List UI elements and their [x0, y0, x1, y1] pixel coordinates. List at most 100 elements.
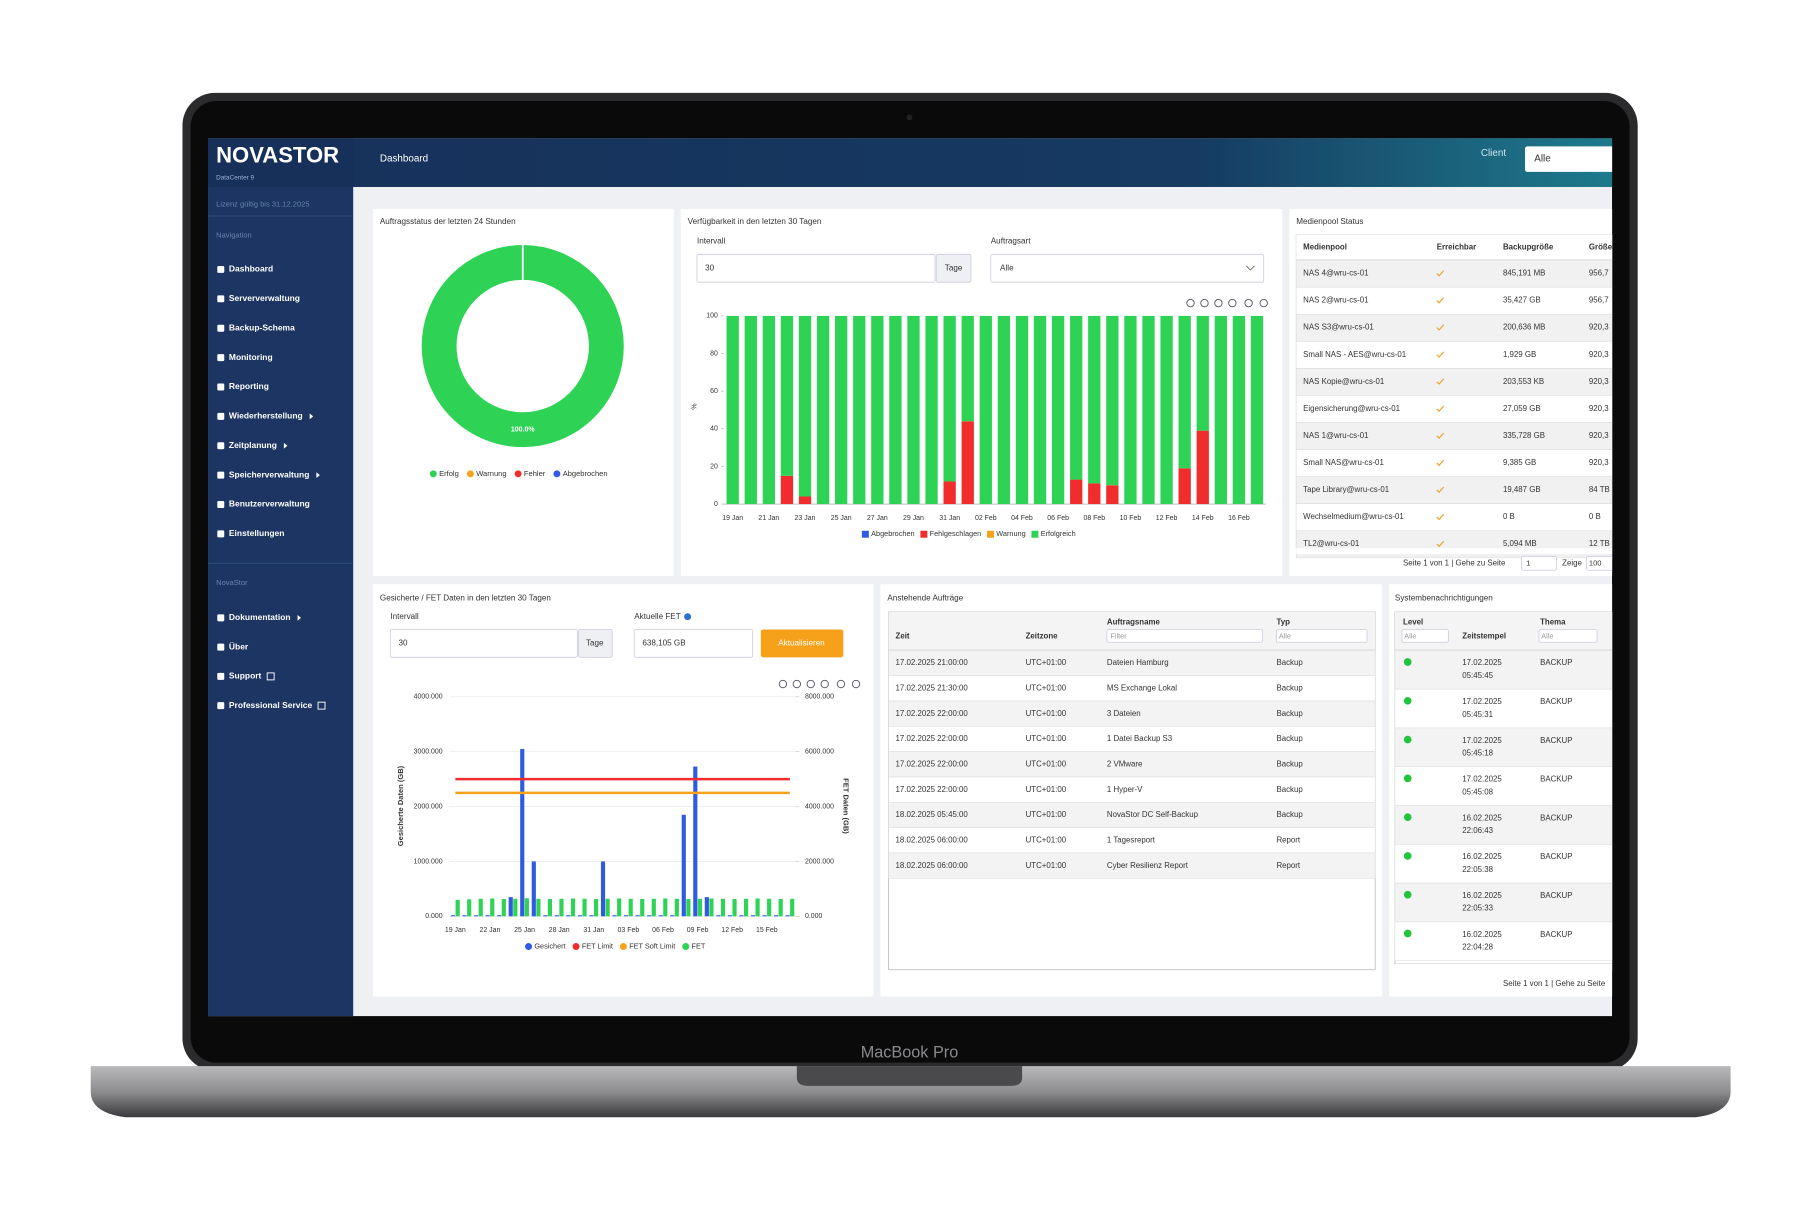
bar: [635, 915, 640, 917]
bar-segment: [961, 421, 974, 505]
panel-title: Verfügbarkeit in den letzten 30 Tagen: [688, 217, 822, 226]
button-label[interactable]: Aktualisieren: [778, 639, 824, 648]
interval-input[interactable]: [389, 629, 578, 658]
name-filter[interactable]: [1106, 629, 1263, 643]
unit: Tage: [945, 263, 963, 272]
nav-item[interactable]: Professional Service: [229, 700, 313, 710]
filter-placeholder[interactable]: Filter: [1110, 631, 1127, 640]
legend-label: Fehlgeschlagen: [930, 529, 982, 538]
bar: [663, 898, 668, 917]
nav-icon: [217, 702, 225, 710]
bar-segment: [780, 315, 794, 476]
bar-segment: [1196, 315, 1209, 431]
nav-item[interactable]: Wiederherstellung: [229, 411, 303, 421]
table-row: [1295, 449, 1613, 477]
nav-item[interactable]: Benutzerverwaltung: [229, 499, 310, 509]
toolbar-icon[interactable]: [851, 679, 861, 689]
nav-item[interactable]: Speicherverwaltung: [229, 469, 309, 479]
field-value[interactable]: 30: [705, 263, 715, 272]
unit: Tage: [586, 639, 604, 648]
nav-item[interactable]: Reporting: [229, 381, 269, 391]
toolbar-icon[interactable]: [1259, 298, 1268, 308]
y-tick-label: 100: [706, 313, 718, 320]
toolbar-icon[interactable]: [1228, 298, 1237, 308]
toolbar-icon[interactable]: [1200, 298, 1209, 308]
cell: Report: [1276, 861, 1300, 870]
external-icon: [266, 672, 275, 681]
bar: [767, 898, 772, 917]
section-heading: NovaStor: [216, 578, 248, 587]
toolbar-icon[interactable]: [792, 679, 802, 689]
nav-icon: [217, 501, 225, 508]
toolbar-icon[interactable]: [820, 679, 829, 689]
nav-item[interactable]: Monitoring: [229, 352, 273, 362]
page-input[interactable]: [1521, 555, 1557, 571]
page-size-value[interactable]: 100: [1589, 558, 1602, 567]
client-value[interactable]: Alle: [1534, 154, 1551, 165]
table-row: [888, 726, 1376, 752]
bar-segment: [979, 315, 992, 505]
cell: Wechselmedium@wru-cs-01: [1303, 512, 1404, 521]
nav-item[interactable]: Support: [229, 671, 262, 681]
field-value[interactable]: Alle: [1000, 263, 1014, 272]
toolbar-icon[interactable]: [836, 679, 846, 689]
cell: NAS Kopie@wru-cs-01: [1303, 377, 1384, 386]
nav-item[interactable]: Dashboard: [229, 264, 273, 274]
cell: 17.02.2025 22:00:00: [896, 785, 969, 794]
x-tick-label: 12 Feb: [1156, 515, 1178, 522]
cell: 920,3: [1589, 458, 1609, 467]
page-size[interactable]: [1586, 555, 1617, 571]
bar: [739, 915, 744, 917]
toolbar-icon[interactable]: [1244, 298, 1253, 308]
legend-swatch: [682, 943, 690, 951]
type-filter[interactable]: [1276, 629, 1368, 643]
level-filter[interactable]: [1401, 629, 1449, 643]
bar: [743, 898, 749, 917]
x-tick-label: 27 Jan: [867, 515, 888, 522]
type-select[interactable]: [990, 253, 1265, 283]
nav-item[interactable]: Serververwaltung: [229, 293, 300, 303]
toolbar-icon[interactable]: [1214, 298, 1223, 308]
cell: 920,3: [1589, 404, 1609, 413]
cell: 0 B: [1589, 512, 1601, 521]
cell: NAS 4@wru-cs-01: [1303, 269, 1368, 278]
cell: 17.02.2025 22:00:00: [896, 734, 969, 743]
cell: 16.02.2025: [1462, 813, 1502, 822]
bar-segment: [1106, 315, 1119, 486]
field-value[interactable]: 30: [398, 639, 408, 648]
filter-value[interactable]: Alle: [1279, 631, 1291, 640]
filter-value[interactable]: Alle: [1541, 631, 1553, 640]
y-axis-label: Gesicherte Daten (GB): [396, 765, 405, 846]
x-tick-label: 08 Feb: [1083, 515, 1105, 522]
toolbar-icon[interactable]: [1186, 298, 1195, 308]
toolbar-icon[interactable]: [778, 679, 788, 689]
client-select[interactable]: [1525, 146, 1618, 172]
cell: Backup: [1276, 810, 1303, 819]
license: Lizenz gültig bis 31.12.2025: [216, 199, 309, 208]
bar-segment: [1106, 485, 1119, 505]
bar: [670, 915, 675, 917]
bar: [640, 899, 645, 917]
table-row: [888, 675, 1376, 702]
cell: 956,7: [1589, 296, 1609, 305]
cell: 22:04:28: [1462, 943, 1493, 952]
x-tick-label: 09 Feb: [687, 927, 709, 934]
refresh-button[interactable]: [760, 629, 844, 658]
y-tick-label: 3000.000: [414, 749, 443, 756]
nav-item[interactable]: Dokumentation: [229, 612, 291, 622]
y2-tick-label: 4000.000: [805, 803, 834, 810]
nav-item[interactable]: Über: [229, 641, 249, 651]
laptop-base: [90, 1066, 1731, 1118]
page-value[interactable]: 1: [1526, 558, 1530, 567]
topic-filter[interactable]: [1538, 629, 1598, 643]
toolbar-icon[interactable]: [806, 679, 815, 689]
cell: 17.02.2025 21:00:00: [896, 658, 969, 667]
cell: 22:05:38: [1462, 865, 1493, 874]
legend-label: Erfolgreich: [1041, 529, 1076, 538]
interval-input[interactable]: [696, 253, 936, 283]
nav-item[interactable]: Einstellungen: [229, 528, 285, 538]
nav-item[interactable]: Zeitplanung: [229, 440, 277, 450]
filter-value[interactable]: Alle: [1404, 631, 1416, 640]
nav-item[interactable]: Backup-Schema: [229, 322, 295, 332]
table-row: [888, 776, 1376, 803]
